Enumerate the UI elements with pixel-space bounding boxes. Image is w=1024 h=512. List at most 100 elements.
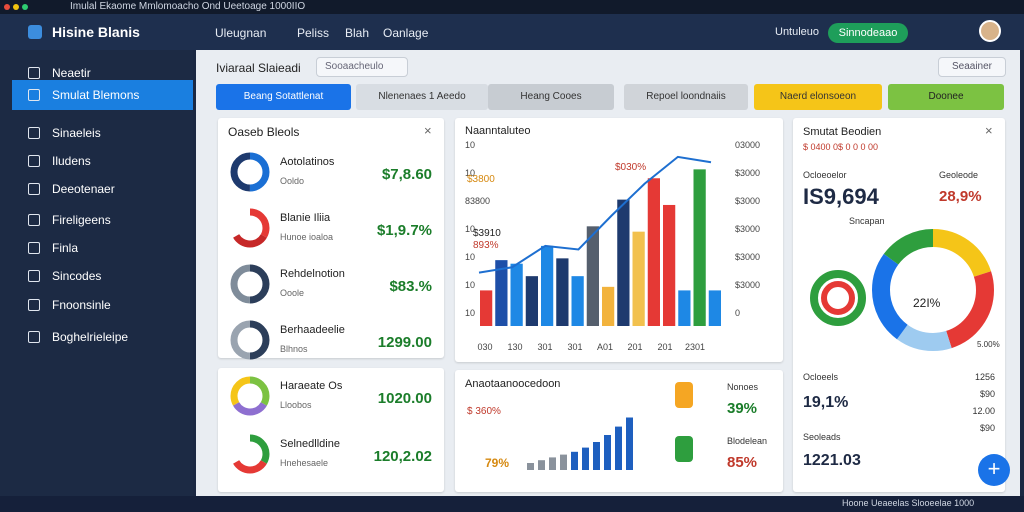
item-label: Seoleads [803,432,841,442]
item-value: 19,1% [803,394,849,411]
bar [678,290,691,326]
donut-segment [230,152,270,192]
donut-icon [230,376,270,416]
item-label: Selnedlldine [280,438,340,450]
close-icon: × [424,123,432,138]
sidebar-icon [28,155,40,167]
tab-button[interactable]: Heang Cooes [488,84,614,110]
donut-icon [230,152,270,192]
side-number: 1256 [974,372,995,382]
nav-action[interactable]: Sinnodeaao [828,23,908,43]
tab-button[interactable]: Naerd elonsoeon [754,84,882,110]
bar [593,442,600,470]
axis-label: $3000 [735,280,760,290]
sidebar-item[interactable]: Iludens [12,146,193,176]
line-series [478,155,712,274]
sidebar-item[interactable]: Fireligeens [12,205,193,235]
search-box[interactable]: Sooaacheulo [316,57,408,77]
nav-menu-item[interactable]: Peliss [297,26,330,40]
brand: Hisine Blanis [52,24,140,40]
avatar-icon [675,382,693,408]
donut-segment [230,208,270,248]
sidebar-label: Boghelrieleipe [52,330,129,344]
sidebar-item[interactable]: Neaetir [12,58,193,88]
bar [602,286,615,326]
chart-title: Naanntaluteo [465,125,531,137]
item-label: Nonoes [727,382,759,392]
sidebar-icon [28,67,40,79]
tab-button[interactable]: Nlenenaes 1 Aeedo [356,84,488,110]
bar [663,204,676,326]
sidebar-item[interactable]: Sincodes [12,261,193,291]
item-label: Berhaadeelie [280,324,345,336]
sidebar-label: Fnoonsinle [52,298,111,312]
nav-user[interactable]: Untuleuo [775,26,820,38]
bar [538,460,545,470]
sidebar-item[interactable]: Fnoonsinle [12,290,193,320]
panel-sub: $ 0400 0$ 0 0 0 00 [803,142,879,152]
chart: 10 10 83800 10 10 10 10 03000 $3000 $3000 $3000 $30… [465,140,760,352]
panel-title: Smutat Beodien [803,126,882,138]
tab-button[interactable]: Repoel loondnaiis [624,84,748,110]
sidebar-label: Smulat Blemons [52,88,140,102]
sidebar-icon [28,183,40,195]
axis-label: $3000 [735,252,760,262]
bar [615,426,622,470]
big-value: IS9,694 [803,184,879,209]
tab-button[interactable]: Doonee [888,84,1004,110]
bar [617,199,630,326]
donut-icon [230,434,270,474]
nav-menu-item[interactable]: Oanlage [383,26,429,40]
panel-title: Oaseb Bleols [228,125,300,139]
logo-ring [821,281,855,315]
item-label: Rehdelnotion [280,268,345,280]
item-label: Blanie Iliia [280,212,331,224]
sidebar-item[interactable]: Deeotenaer [12,174,193,204]
sidebar-item[interactable]: Smulat Blemons [12,80,193,110]
donut-segment [230,376,270,416]
sidebar-item[interactable]: Sinaeleis [12,118,193,148]
sidebar-item[interactable]: Boghelrieleipe [12,322,193,352]
item-sub: Hnehesaele [280,458,329,468]
bar [626,417,633,470]
donut-segment [872,229,994,351]
nav-menu-item[interactable]: Uleugnan [215,26,267,40]
bar [586,226,599,326]
bar [560,454,567,470]
side-number: 12.00 [972,406,995,416]
left-panel-2: Haraeate Os Lloobos 1020.00 Selnedlldine Hne… [218,368,444,492]
avatar[interactable] [979,20,1001,42]
window-dot [4,4,10,10]
nav-menu-item[interactable]: Blah [345,26,370,40]
bar [556,258,569,326]
right-panel: Smutat Beodien × $ 0400 0$ 0 0 0 00 Ocloeoe… [793,118,1005,492]
item-value: $7,8.60 [381,166,432,183]
axis-label: 030 [477,342,492,352]
sidebar-icon [28,242,40,254]
status-text: Hoone Ueaeelas Slooeelae 1000 [842,498,975,508]
bar [495,260,508,326]
item-value: 39% [727,400,758,417]
axis-label: $3000 [735,224,760,234]
side-number: $90 [979,423,995,433]
fab[interactable]: + [978,454,1010,486]
axis-label: 10 [465,168,475,178]
donut-segment [230,264,270,304]
lower-chart [527,417,633,470]
bar [693,169,706,326]
item-value: 1299.00 [377,334,432,351]
axis-label: 2301 [685,342,705,352]
axis-label: 0 [735,308,740,318]
annotation: $ 360% [467,406,501,417]
tab-button[interactable]: Beang Sotattlenat [216,84,351,110]
annotation: $3800 [467,174,495,185]
bar [549,457,556,470]
header-button[interactable]: Seaainer [938,57,1006,77]
item-value: 120,2.02 [373,448,432,465]
axis-label: 83800 [465,196,490,206]
avatar-icon [675,436,693,462]
axis-label: 201 [627,342,642,352]
sidebar-item[interactable]: Finla [12,233,193,263]
axis-label: 130 [507,342,522,352]
axis-label: 201 [657,342,672,352]
